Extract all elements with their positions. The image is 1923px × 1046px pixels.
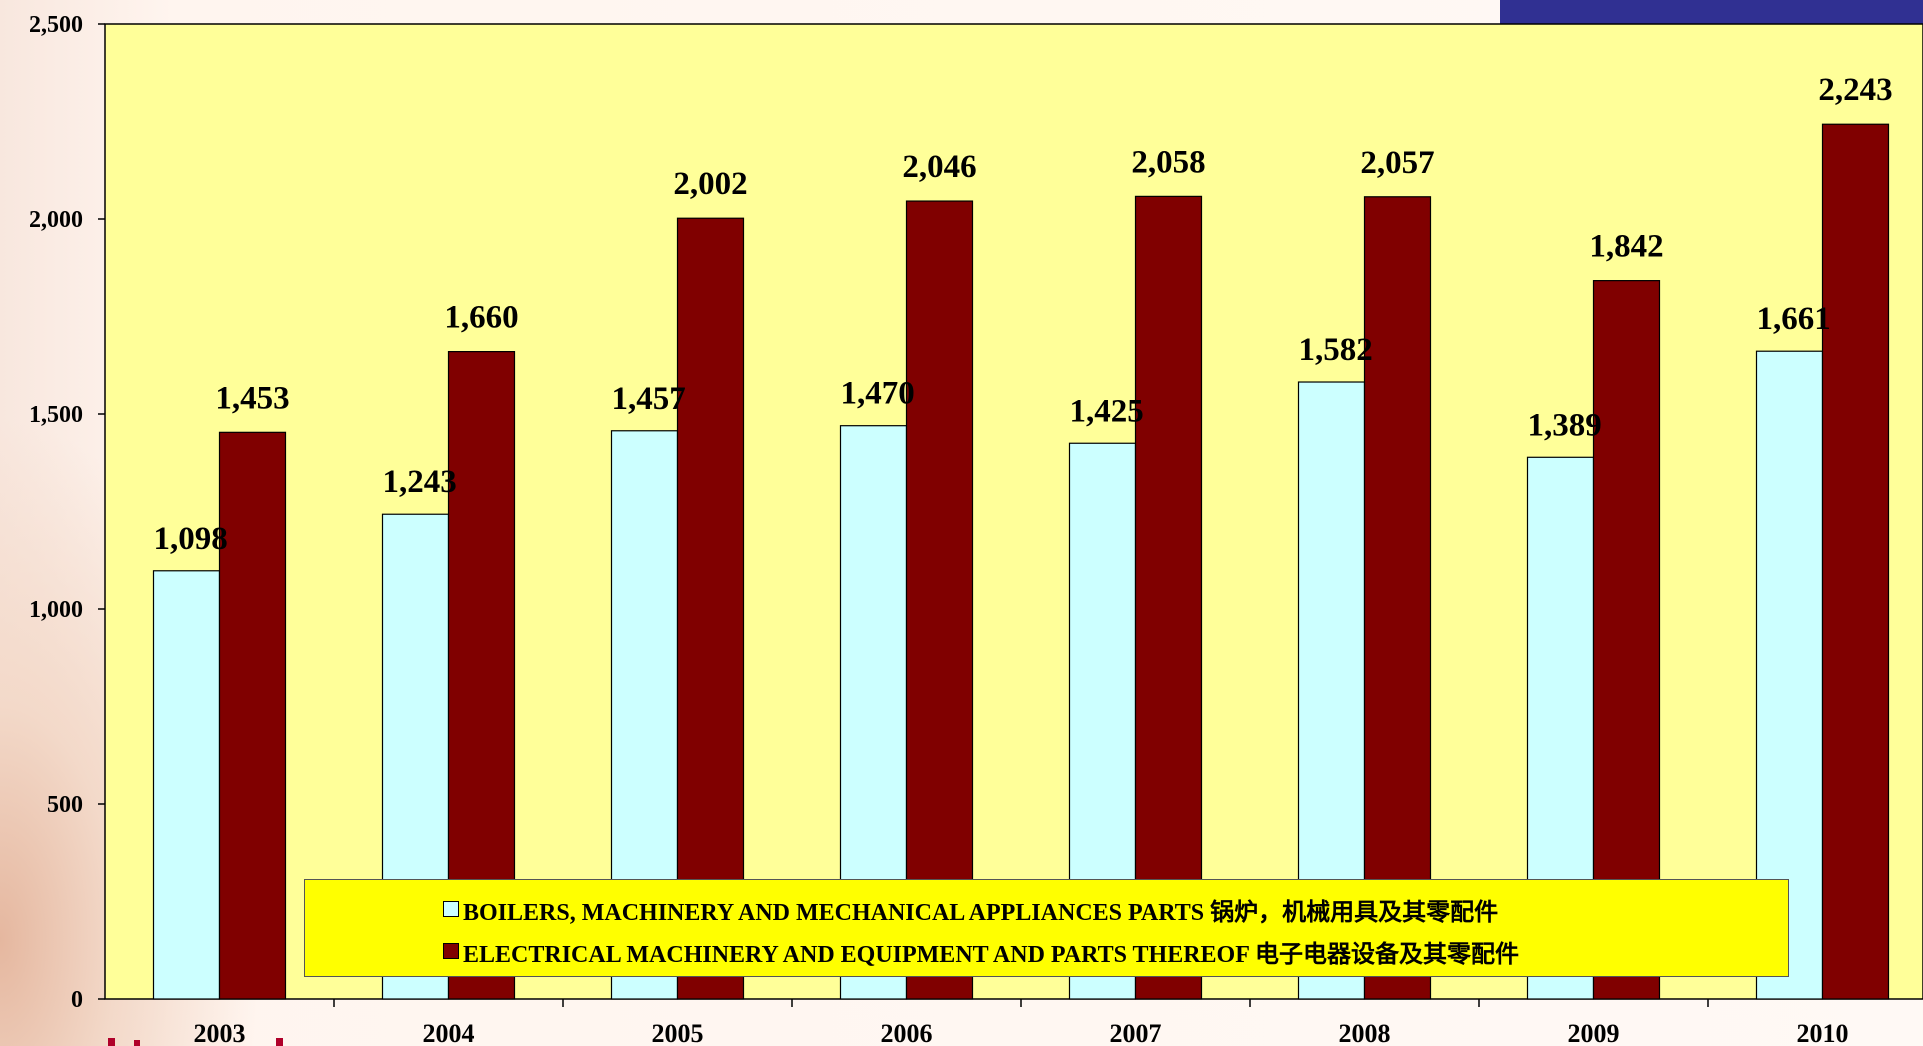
data-label-boilers-2010: 1,661 xyxy=(1757,301,1831,337)
data-label-electrical-2006: 2,046 xyxy=(902,149,976,185)
legend-label-electrical: ELECTRICAL MACHINERY AND EQUIPMENT AND P… xyxy=(463,941,1519,968)
legend-label-boilers: BOILERS, MACHINERY AND MECHANICAL APPLIA… xyxy=(463,899,1499,926)
data-label-boilers-2008: 1,582 xyxy=(1299,332,1373,368)
x-tick-label-2004: 2004 xyxy=(423,1019,475,1046)
x-tick-label-2010: 2010 xyxy=(1797,1019,1849,1046)
x-tick-label-2008: 2008 xyxy=(1339,1019,1391,1046)
y-tick-label: 0 xyxy=(71,987,83,1013)
data-label-electrical-2004: 1,660 xyxy=(444,300,518,336)
bar-electrical-2010 xyxy=(1821,123,1890,1000)
legend-item-boilers: BOILERS, MACHINERY AND MECHANICAL APPLIA… xyxy=(443,888,1788,930)
x-tick-label-2003: 2003 xyxy=(194,1019,246,1046)
data-label-boilers-2004: 1,243 xyxy=(383,464,457,500)
legend-swatch-electrical xyxy=(443,943,459,959)
data-label-electrical-2003: 1,453 xyxy=(215,380,289,416)
x-tick-label-2006: 2006 xyxy=(881,1019,933,1046)
data-label-boilers-2005: 1,457 xyxy=(612,381,686,417)
bar-boilers-2003 xyxy=(152,570,221,1000)
y-tick-label: 1,500 xyxy=(29,402,83,428)
bar-electrical-2005 xyxy=(676,217,745,1000)
x-tick-label-2009: 2009 xyxy=(1568,1019,1620,1046)
x-tick-label-2007: 2007 xyxy=(1110,1019,1162,1046)
data-label-boilers-2009: 1,389 xyxy=(1528,407,1602,443)
data-label-electrical-2007: 2,058 xyxy=(1131,144,1205,180)
y-tick-label: 2,500 xyxy=(29,12,83,38)
data-label-electrical-2009: 1,842 xyxy=(1589,229,1663,265)
bar-electrical-2008 xyxy=(1363,196,1432,1000)
legend-swatch-boilers xyxy=(443,901,459,917)
data-label-electrical-2005: 2,002 xyxy=(673,166,747,202)
logo-fragment xyxy=(108,1038,283,1046)
bar-electrical-2007 xyxy=(1134,195,1203,1000)
chart-legend: BOILERS, MACHINERY AND MECHANICAL APPLIA… xyxy=(304,879,1789,977)
x-tick-label-2005: 2005 xyxy=(652,1019,704,1046)
y-tick-label: 1,000 xyxy=(29,597,83,623)
data-label-boilers-2006: 1,470 xyxy=(841,376,915,412)
data-label-electrical-2008: 2,057 xyxy=(1360,145,1434,181)
data-label-boilers-2003: 1,098 xyxy=(154,521,228,557)
data-label-boilers-2007: 1,425 xyxy=(1070,393,1144,429)
y-tick-label: 2,000 xyxy=(29,207,83,233)
bar-electrical-2003 xyxy=(218,431,287,1000)
y-tick-label: 500 xyxy=(47,792,83,818)
data-label-electrical-2010: 2,243 xyxy=(1818,72,1892,108)
bar-electrical-2006 xyxy=(905,200,974,1000)
legend-item-electrical: ELECTRICAL MACHINERY AND EQUIPMENT AND P… xyxy=(443,930,1788,972)
